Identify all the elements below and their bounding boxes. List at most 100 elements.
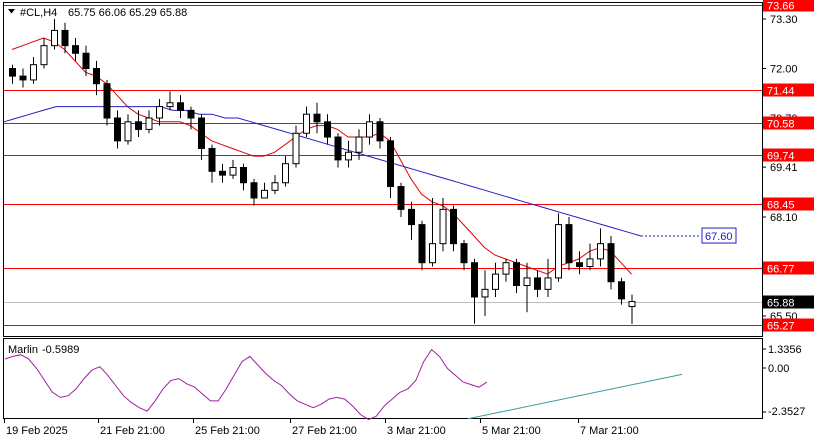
current-price-label: 65.88 [767, 298, 795, 310]
indicator-tick-bottom: -2.3527 [768, 406, 805, 418]
candle-body [261, 189, 268, 199]
candle-body [439, 208, 447, 245]
candle-body [72, 45, 79, 54]
level-label: 68.45 [767, 200, 795, 212]
oscillator-trendline [467, 373, 683, 420]
candle-body [345, 151, 352, 161]
candle-body [93, 68, 100, 85]
level-label: 70.58 [767, 119, 795, 131]
candle-body [30, 64, 37, 81]
price-tick-label: 73.30 [770, 14, 798, 26]
candle-body [387, 140, 394, 188]
oscillator-layer [4, 348, 766, 421]
level-label-box [763, 0, 814, 12]
candle-body [51, 29, 58, 47]
candle-body [366, 121, 373, 138]
level-label: 66.77 [767, 264, 795, 276]
indicator-panel-frame [3, 338, 763, 419]
horizontal-levels [4, 5, 762, 326]
candle-body [324, 121, 331, 138]
candle-body [450, 208, 457, 245]
time-axis: 19 Feb 2025 21 Feb 21:00 25 Feb 21:00 27 Fe… [4, 419, 639, 437]
time-tick-label: 5 Mar 21:00 [482, 425, 541, 437]
candle-body [187, 109, 195, 119]
candle-body [618, 281, 625, 300]
candle-body [334, 136, 342, 161]
time-tick-label: 3 Mar 21:00 [387, 425, 446, 437]
level-label: 73.66 [767, 1, 795, 13]
candle-body [61, 29, 69, 47]
indicator-tick-zero: 0.00 [768, 363, 789, 375]
time-tick-label: 7 Mar 21:00 [580, 425, 639, 437]
candle-body [565, 224, 573, 264]
candle-body [418, 224, 426, 264]
time-tick-label: 27 Feb 21:00 [292, 425, 357, 437]
candle-body [229, 167, 237, 176]
candle-body [586, 258, 594, 267]
candle-body [544, 277, 552, 290]
candle-body [303, 113, 310, 134]
price-tick-label: 68.10 [770, 212, 798, 224]
time-tick-label: 25 Feb 21:00 [195, 425, 260, 437]
candle-body [481, 288, 489, 298]
level-label: 71.44 [767, 86, 795, 98]
level-label: 65.27 [767, 321, 795, 333]
oscillator-line [4, 348, 488, 421]
candle-body [513, 262, 520, 287]
candle-body [19, 75, 27, 81]
level-label-box [763, 148, 814, 162]
ma-fast-line [11, 37, 632, 275]
ma-projection-label: 67.60 [705, 231, 733, 243]
indicator-name: Marlin [8, 344, 38, 356]
main-panel-frame [3, 2, 763, 337]
indicator-tick-top: 1.3356 [768, 344, 802, 356]
level-label-box [763, 318, 814, 332]
candle-body [208, 147, 216, 172]
candle-body [576, 262, 583, 268]
moving-averages: 67.60 [3, 37, 737, 275]
level-labels: 73.66 71.44 70.58 69.74 68.45 66.77 65.27 65.88 [763, 0, 814, 333]
candle-body [135, 121, 142, 130]
candle-body [471, 262, 478, 298]
candle-body [492, 273, 499, 290]
level-label: 69.74 [767, 151, 795, 163]
indicator-axis: 1.3356 0.00 -2.3527 [768, 344, 805, 418]
candle-body [628, 301, 636, 307]
candle-body [198, 117, 205, 149]
candle-body [429, 243, 436, 264]
candle-body [282, 163, 289, 184]
symbol-label: #CL,H4 [20, 7, 57, 19]
candle-body [313, 113, 321, 123]
candle-body [250, 182, 258, 199]
candle-body [534, 277, 541, 290]
candle-body [502, 262, 510, 275]
candle-body [240, 167, 247, 184]
time-tick-label: 19 Feb 2025 [6, 425, 68, 437]
candle-body [607, 243, 615, 283]
dropdown-triangle-icon[interactable] [8, 9, 15, 14]
candle-body [114, 117, 121, 142]
candle-body [145, 117, 153, 130]
candle-body [460, 243, 468, 264]
candle-body [597, 243, 604, 260]
candle-body [271, 182, 279, 191]
ma-projection-box [701, 227, 737, 244]
candle-body [219, 170, 226, 176]
price-tick-label: 69.41 [770, 162, 798, 174]
candle-body [397, 186, 405, 210]
candle-body [177, 102, 184, 111]
current-price-box [763, 295, 814, 309]
level-label-box [763, 83, 814, 97]
candlesticks [9, 19, 636, 324]
ohlc-label: 65.75 66.06 65.29 65.88 [68, 7, 187, 19]
candle-body [376, 121, 384, 142]
candle-body [166, 102, 174, 108]
candle-body [40, 45, 48, 66]
indicator-value: -0.5989 [42, 344, 79, 356]
candle-body [523, 277, 531, 287]
level-label-box [763, 116, 814, 130]
candle-body [555, 224, 562, 279]
level-label-box [763, 197, 814, 211]
